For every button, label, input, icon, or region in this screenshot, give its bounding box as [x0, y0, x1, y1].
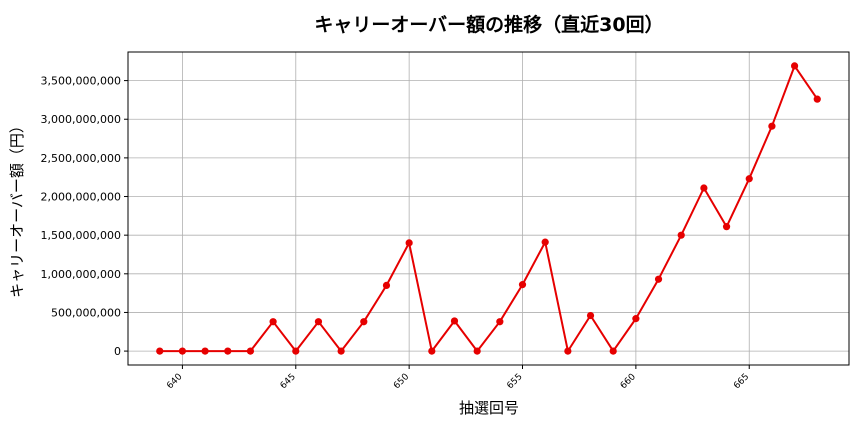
data-point-642	[224, 347, 232, 355]
data-point-645	[292, 347, 300, 355]
data-point-654	[496, 318, 504, 326]
y-tick-label-5: 2,500,000,000	[41, 152, 121, 165]
data-point-666	[768, 122, 776, 130]
series-layer	[156, 62, 821, 355]
data-point-641	[201, 347, 209, 355]
data-point-662	[677, 231, 685, 239]
data-point-646	[314, 318, 323, 326]
data-point-649	[382, 281, 391, 289]
y-tick-label-3: 1,500,000,000	[41, 229, 121, 242]
y-tick-label-6: 3,000,000,000	[41, 113, 121, 126]
x-tick-label-3: 655	[505, 372, 524, 391]
data-point-663	[700, 184, 708, 192]
data-point-665	[745, 175, 753, 183]
data-point-657	[564, 347, 572, 355]
series-line	[159, 64, 819, 353]
y-tick-label-7: 3,500,000,000	[41, 75, 121, 88]
data-point-651	[428, 347, 436, 355]
data-point-644	[269, 318, 277, 326]
data-point-664	[722, 223, 731, 231]
x-tick-label-5: 665	[732, 372, 751, 391]
x-tick-label-1: 645	[279, 372, 298, 391]
plot-area-frame	[127, 51, 850, 366]
data-point-656	[541, 238, 549, 246]
y-tick-label-4: 2,000,000,000	[41, 191, 121, 204]
x-axis: 640 645 650 655 660 665	[165, 365, 751, 391]
y-axis-label: キャリーオーバー額（円）	[8, 118, 26, 298]
data-point-640	[178, 347, 187, 355]
x-axis-label: 抽選回号	[459, 399, 519, 417]
data-point-667	[790, 62, 799, 70]
y-tick-label-1: 500,000,000	[51, 306, 121, 319]
data-point-652	[450, 317, 459, 325]
data-point-648	[360, 318, 368, 326]
grid-layer	[128, 52, 849, 365]
data-point-655	[518, 281, 527, 289]
x-tick-label-0: 640	[165, 372, 184, 391]
chart-title: キャリーオーバー額の推移（直近30回）	[314, 13, 663, 36]
data-point-658	[586, 311, 595, 320]
data-point-653	[473, 347, 481, 355]
data-point-659	[609, 347, 617, 355]
data-point-647	[337, 347, 345, 355]
y-axis: 0 500,000,000 1,000,000,000 1,500,000,000 2,…	[41, 75, 128, 358]
y-tick-label-2: 1,000,000,000	[41, 268, 121, 281]
data-point-661	[654, 275, 663, 283]
x-tick-label-4: 660	[619, 372, 638, 391]
data-point-639	[156, 347, 164, 355]
x-tick-label-2: 650	[392, 372, 411, 391]
data-point-660	[632, 315, 640, 323]
data-point-643	[246, 347, 255, 355]
data-point-668	[813, 95, 821, 103]
data-point-650	[405, 239, 413, 247]
y-tick-label-0: 0	[114, 345, 121, 358]
